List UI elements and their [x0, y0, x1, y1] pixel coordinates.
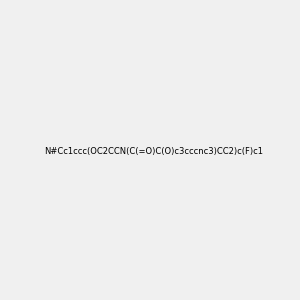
Text: N#Cc1ccc(OC2CCN(C(=O)C(O)c3cccnc3)CC2)c(F)c1: N#Cc1ccc(OC2CCN(C(=O)C(O)c3cccnc3)CC2)c(…: [44, 147, 263, 156]
